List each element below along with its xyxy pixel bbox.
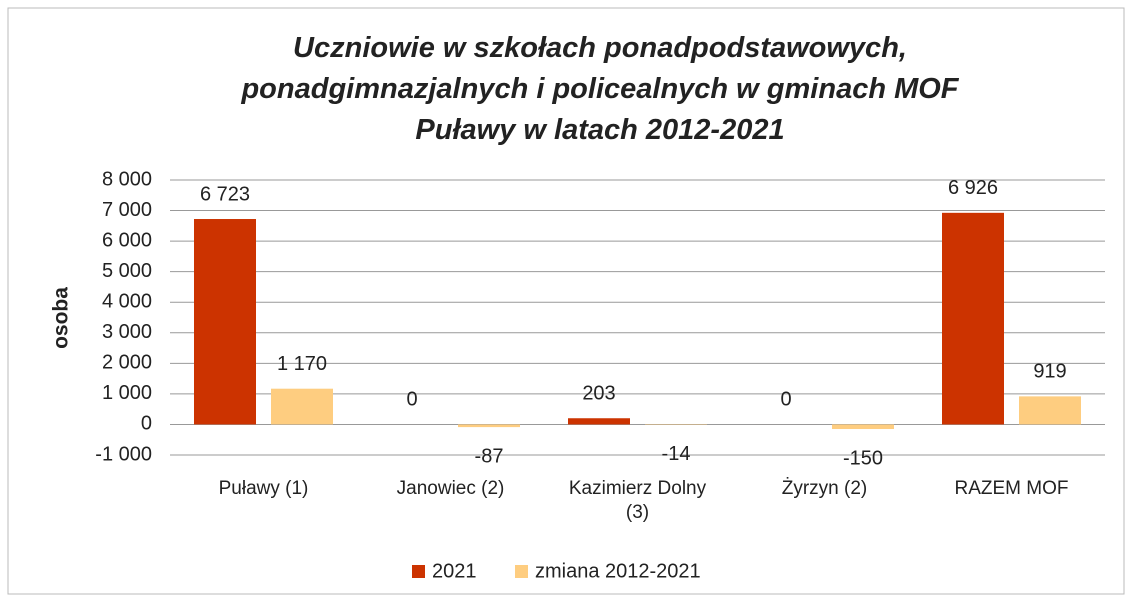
bar	[458, 424, 520, 428]
bar	[832, 424, 894, 430]
data-label: 203	[582, 383, 615, 405]
y-tick-label: 4 000	[102, 291, 152, 313]
data-label: 0	[780, 389, 791, 411]
legend-label: 2021	[432, 560, 477, 582]
y-tick-label: 5 000	[102, 260, 152, 282]
x-tick-label: RAZEM MOF	[954, 478, 1069, 499]
x-tick-label: Puławy (1)	[218, 478, 309, 499]
data-label: 919	[1033, 361, 1066, 383]
y-tick-label: 8 000	[102, 168, 152, 190]
y-tick-label: 7 000	[102, 199, 152, 221]
data-label: -87	[475, 445, 504, 467]
y-tick-label: 0	[141, 413, 152, 435]
bar	[271, 388, 333, 425]
y-tick-label: -1 000	[95, 443, 152, 465]
data-label: 6 723	[200, 183, 250, 205]
y-tick-label: 3 000	[102, 321, 152, 343]
legend-swatch	[515, 565, 528, 578]
x-tick-label: Żyrzyn (2)	[781, 478, 868, 499]
data-label: -14	[662, 443, 691, 465]
data-label: 1 170	[277, 353, 327, 375]
data-label: 6 926	[948, 177, 998, 199]
y-tick-label: 6 000	[102, 229, 152, 251]
x-tick-label: Kazimierz Dolny (3)	[568, 478, 707, 523]
y-axis-label: osoba	[50, 287, 73, 349]
bar	[568, 418, 630, 425]
y-tick-label: 1 000	[102, 382, 152, 404]
bar	[942, 212, 1004, 425]
legend-label: zmiana 2012-2021	[535, 560, 701, 582]
bar	[194, 219, 256, 425]
data-label: 0	[406, 389, 417, 411]
bar	[1019, 396, 1081, 425]
data-label: -150	[843, 447, 883, 469]
x-tick-label: Janowiec (2)	[396, 478, 505, 499]
y-tick-label: 2 000	[102, 352, 152, 374]
chart-title: Uczniowie w szkołach ponadpodstawowych, …	[241, 32, 959, 146]
legend-swatch	[412, 565, 425, 578]
chart-border	[7, 7, 1125, 595]
